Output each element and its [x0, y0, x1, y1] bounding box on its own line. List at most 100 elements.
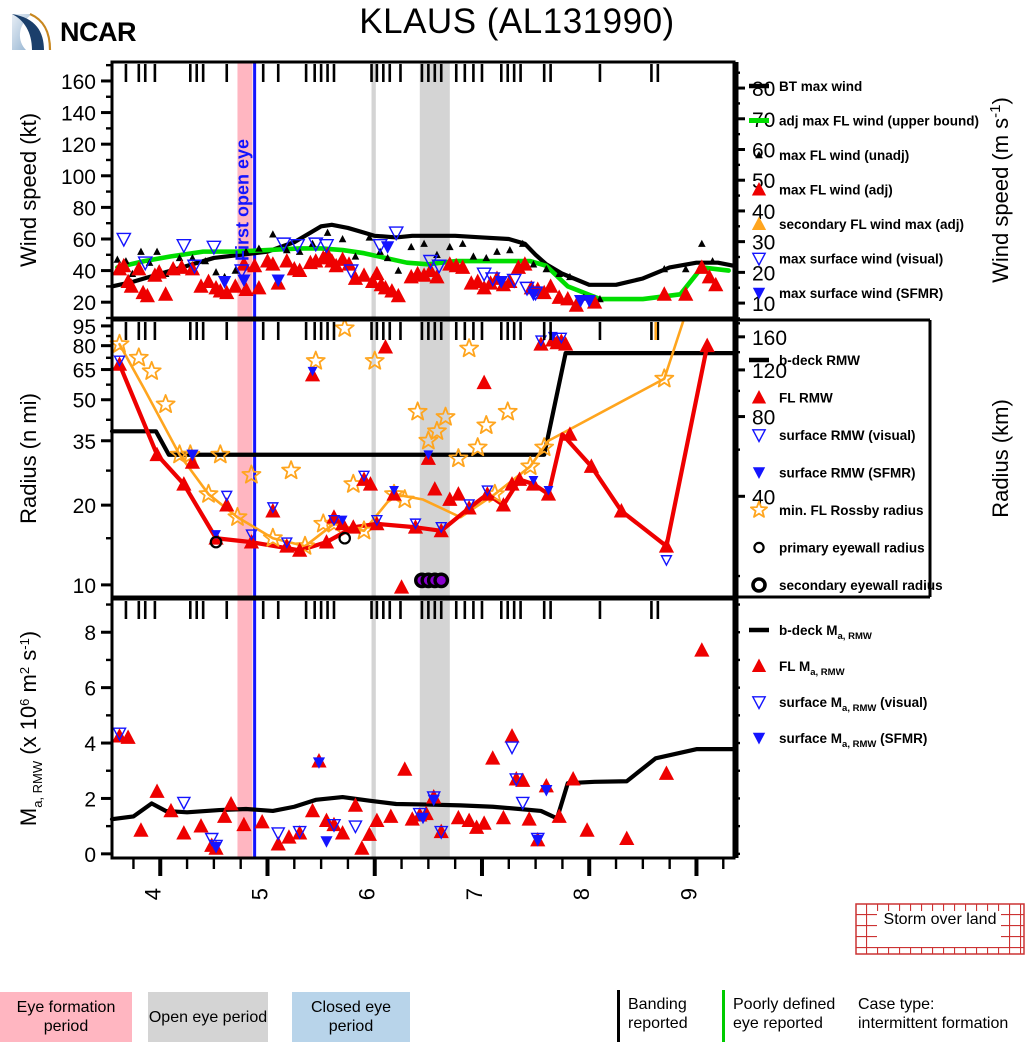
triangle-up-marker [279, 253, 295, 268]
triangle-down-marker [515, 796, 530, 811]
panel2-ytick-label: 35 [73, 431, 96, 454]
triangle-down-marker [380, 241, 395, 254]
triangle-up-marker [116, 257, 132, 273]
triangle-down-marker [176, 239, 192, 254]
primary-eyewall-circle [209, 535, 223, 549]
shaded-period-eye-formation [237, 320, 253, 597]
triangle-down-marker [245, 529, 258, 541]
x-tick-label: 08 [569, 888, 594, 900]
legend-panel-1: BT max wind adj max FL wind (upper bound)… [749, 79, 979, 301]
triangle-up-marker [176, 476, 192, 491]
triangle-up-marker [356, 267, 372, 282]
legend-label: BT max wind [779, 79, 862, 94]
triangle-down-marker [494, 276, 508, 289]
triangle-down-marker [112, 727, 127, 742]
triangle-up-marker [427, 481, 443, 496]
triangle-up-marker [365, 233, 374, 241]
triangle-up-marker [461, 812, 477, 828]
triangle-up-marker [517, 256, 533, 271]
triangle-up-marker [200, 273, 217, 289]
legend-label: min. FL Rossby radius [779, 503, 924, 518]
legend-label: max FL wind (unadj) [779, 148, 909, 163]
triangle-up-marker [694, 642, 710, 657]
panel2-ytick-right-label: 120 [752, 360, 787, 383]
triangle-up-marker [247, 257, 263, 273]
panel1-ytick-right-label: 40 [752, 201, 775, 224]
star-marker [227, 506, 248, 526]
triangle-down-marker [372, 239, 388, 254]
star-marker [305, 350, 326, 370]
star-marker [155, 394, 176, 414]
triangle-down-marker [327, 514, 341, 527]
triangle-up-marker [269, 230, 277, 238]
triangle-down-marker [280, 537, 293, 549]
footer-poorly-defined-label: Poorly defined eye reported [733, 996, 836, 1032]
triangle-down-marker [307, 237, 324, 253]
triangle-up-marker [393, 579, 410, 594]
triangle-down-marker [751, 696, 767, 710]
triangle-down-marker [504, 741, 520, 756]
triangle-up-marker [566, 272, 574, 281]
triangle-up-marker [442, 491, 458, 506]
triangle-up-marker [533, 336, 549, 351]
triangle-up-marker [476, 374, 492, 390]
triangle-down-marker [660, 555, 673, 567]
triangle-up-marker [265, 256, 281, 271]
triangle-down-marker [320, 836, 333, 848]
star-marker [295, 535, 315, 555]
triangle-up-marker [217, 808, 233, 823]
triangle-up-marker [416, 267, 432, 282]
ncar-logo-text: NCAR [60, 16, 137, 47]
triangle-up-marker [242, 247, 250, 255]
x-tick-label: 07 [462, 888, 487, 900]
legend-panel-3: b-deck Ma, RMW FL Ma, RMW surface Ma, RMW … [749, 623, 927, 750]
triangle-up-marker [354, 840, 370, 855]
x-tick-label: 06 [355, 888, 380, 900]
triangle-up-marker [658, 765, 675, 780]
footer-banding-bar [617, 990, 620, 1042]
b-deck-ma-rmw-line [109, 747, 737, 822]
triangle-down-marker [423, 450, 434, 460]
triangle-up-marker [619, 830, 635, 846]
triangle-down-marker [292, 825, 307, 840]
triangle-up-marker [174, 259, 190, 274]
ncar-logo: NCAR [10, 12, 137, 52]
panel3-ytick-label: 0 [84, 844, 96, 867]
star-marker [534, 437, 555, 457]
triangle-up-marker [446, 242, 454, 251]
star-marker [241, 464, 262, 484]
triangle-up-marker [193, 278, 209, 293]
triangle-up-marker [579, 822, 595, 837]
footer-banding-label: Banding reported [628, 996, 688, 1032]
star-marker [427, 420, 447, 440]
footer-eye-formation: Eye formation period [0, 992, 132, 1042]
footer-open-eye: Open eye period [148, 992, 268, 1042]
triangle-up-marker [236, 816, 252, 832]
triangle-up-marker [433, 522, 449, 538]
legend-label: b-deck Ma, RMW [779, 623, 872, 642]
triangle-down-marker [187, 450, 198, 460]
triangle-up-marker [502, 273, 518, 289]
triangle-down-marker [275, 237, 292, 253]
triangle-up-marker [470, 273, 486, 289]
star-marker [750, 500, 768, 518]
triangle-up-marker [482, 253, 491, 262]
star-marker [198, 483, 219, 503]
panel1-ytick-label: 160 [61, 71, 96, 94]
panel-frame-1 [110, 60, 736, 320]
triangle-down-marker [343, 264, 359, 280]
triangle-down-marker [233, 264, 250, 280]
triangle-up-marker [543, 278, 559, 293]
triangle-up-marker [450, 486, 466, 501]
triangle-up-marker [397, 761, 413, 776]
triangle-down-marker [481, 485, 494, 497]
triangle-down-marker [555, 332, 568, 345]
triangle-up-marker [163, 802, 179, 818]
triangle-up-marker [133, 822, 149, 837]
triangle-up-marker [455, 259, 471, 274]
triangle-up-marker [394, 266, 403, 274]
footer-case-type: Case type: intermittent formation [858, 995, 1034, 1033]
legend-circle-icon [751, 577, 767, 593]
triangle-up-marker [751, 182, 767, 196]
legend-label: surface Ma, RMW (SFMR) [779, 731, 927, 750]
